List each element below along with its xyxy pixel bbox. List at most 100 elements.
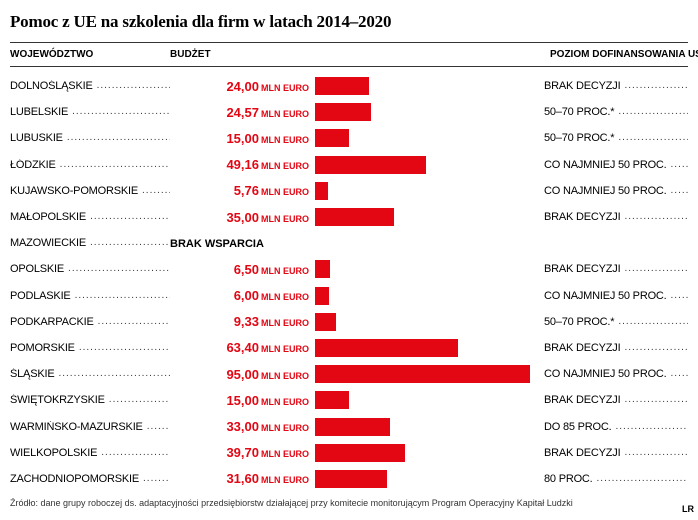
bar-cell (315, 391, 540, 409)
region-name: ZACHODNIOPOMORSKIE (10, 473, 170, 485)
bar-cell (315, 260, 540, 278)
bar-cell (315, 470, 540, 488)
table-header: WOJEWÓDZTWO BUDŻET POZIOM DOFINANSOWANIA… (10, 42, 688, 67)
header-budget: BUDŻET (170, 49, 550, 60)
bar (315, 444, 405, 462)
budget-value: BRAK WSPARCIA (170, 236, 315, 250)
funding-level: CO NAJMNIEJ 50 PROC. (540, 290, 688, 302)
source-text: Źródło: dane grupy roboczej ds. adaptacy… (10, 498, 688, 508)
region-name: MAŁOPOLSKIE (10, 211, 170, 223)
budget-value: 33,00MLN EURO (170, 419, 315, 434)
table-row: OPOLSKIE 6,50MLN EURO BRAK DECYZJI (10, 256, 688, 282)
budget-value: 24,57MLN EURO (170, 105, 315, 120)
bar-cell (315, 287, 540, 305)
table-row: POMORSKIE 63,40MLN EURO BRAK DECYZJI (10, 335, 688, 361)
table-row: ŚWIĘTOKRZYSKIE 15,00MLN EURO BRAK DECYZJI (10, 387, 688, 413)
budget-value: 5,76MLN EURO (170, 183, 315, 198)
region-name: ŚLĄSKIE (10, 368, 170, 380)
bar-cell (315, 129, 540, 147)
bar-cell (315, 313, 540, 331)
funding-level: CO NAJMNIEJ 50 PROC. (540, 185, 688, 197)
region-name: WIELKOPOLSKIE (10, 447, 170, 459)
bar (315, 156, 426, 174)
bar-cell (315, 339, 540, 357)
bar-cell (315, 418, 540, 436)
data-rows-container: DOLNOŚLĄSKIE 24,00MLN EURO BRAK DECYZJI L… (10, 73, 688, 492)
budget-value: 49,16MLN EURO (170, 157, 315, 172)
budget-value: 24,00MLN EURO (170, 79, 315, 94)
bar-cell (315, 365, 540, 383)
region-name: LUBUSKIE (10, 132, 170, 144)
budget-value: 15,00MLN EURO (170, 393, 315, 408)
table-row: LUBELSKIE 24,57MLN EURO 50–70 PROC.* (10, 99, 688, 125)
bar-cell (315, 77, 540, 95)
bar (315, 418, 390, 436)
region-name: LUBELSKIE (10, 106, 170, 118)
region-name: MAZOWIECKIE (10, 237, 170, 249)
bar (315, 77, 369, 95)
funding-level: 80 PROC. (540, 473, 688, 485)
table-row: MAZOWIECKIE BRAK WSPARCIA (10, 230, 688, 256)
funding-level: 50–70 PROC.* (540, 316, 688, 328)
bar (315, 313, 336, 331)
bar (315, 339, 458, 357)
table-row: DOLNOŚLĄSKIE 24,00MLN EURO BRAK DECYZJI (10, 73, 688, 99)
funding-level: BRAK DECYZJI (540, 211, 688, 223)
funding-level: DO 85 PROC. (540, 421, 688, 433)
brand-mark: LR (682, 504, 694, 514)
region-name: OPOLSKIE (10, 263, 170, 275)
bar (315, 470, 387, 488)
bar-cell (315, 182, 540, 200)
region-name: POMORSKIE (10, 342, 170, 354)
budget-value: 39,70MLN EURO (170, 445, 315, 460)
bar (315, 103, 371, 121)
bar (315, 391, 349, 409)
region-name: ŁÓDZKIE (10, 159, 170, 171)
header-funding: POZIOM DOFINANSOWANIA USŁUG (550, 49, 698, 60)
region-name: WARMIŃSKO-MAZURSKIE (10, 421, 170, 433)
bar-cell (315, 103, 540, 121)
funding-level: BRAK DECYZJI (540, 394, 688, 406)
bar-cell (315, 156, 540, 174)
funding-level: BRAK DECYZJI (540, 447, 688, 459)
budget-value: 35,00MLN EURO (170, 210, 315, 225)
funding-level: 50–70 PROC.* (540, 106, 688, 118)
budget-value: 63,40MLN EURO (170, 340, 315, 355)
region-name: DOLNOŚLĄSKIE (10, 80, 170, 92)
table-row: ZACHODNIOPOMORSKIE 31,60MLN EURO 80 PROC. (10, 466, 688, 492)
bar (315, 182, 328, 200)
funding-level: CO NAJMNIEJ 50 PROC. (540, 368, 688, 380)
budget-value: 15,00MLN EURO (170, 131, 315, 146)
funding-level: 50–70 PROC.* (540, 132, 688, 144)
bar (315, 129, 349, 147)
table-row: MAŁOPOLSKIE 35,00MLN EURO BRAK DECYZJI (10, 204, 688, 230)
region-name: ŚWIĘTOKRZYSKIE (10, 394, 170, 406)
table-row: LUBUSKIE 15,00MLN EURO 50–70 PROC.* (10, 125, 688, 151)
budget-value: 95,00MLN EURO (170, 367, 315, 382)
chart-title: Pomoc z UE na szkolenia dla firm w latac… (10, 12, 688, 32)
header-region: WOJEWÓDZTWO (10, 49, 170, 60)
bar (315, 287, 329, 305)
budget-value: 31,60MLN EURO (170, 471, 315, 486)
funding-level: CO NAJMNIEJ 50 PROC. (540, 159, 688, 171)
budget-value: 9,33MLN EURO (170, 314, 315, 329)
funding-level: BRAK DECYZJI (540, 263, 688, 275)
budget-value: 6,50MLN EURO (170, 262, 315, 277)
funding-level: BRAK DECYZJI (540, 80, 688, 92)
bar (315, 260, 330, 278)
funding-level: BRAK DECYZJI (540, 342, 688, 354)
table-row: PODLASKIE 6,00MLN EURO CO NAJMNIEJ 50 PRO… (10, 283, 688, 309)
table-row: PODKARPACKIE 9,33MLN EURO 50–70 PROC.* (10, 309, 688, 335)
bar-cell (315, 444, 540, 462)
table-row: WIELKOPOLSKIE 39,70MLN EURO BRAK DECYZJI (10, 440, 688, 466)
region-name: PODLASKIE (10, 290, 170, 302)
bar-cell (315, 208, 540, 226)
bar (315, 208, 394, 226)
budget-value: 6,00MLN EURO (170, 288, 315, 303)
region-name: PODKARPACKIE (10, 316, 170, 328)
table-row: ŁÓDZKIE 49,16MLN EURO CO NAJMNIEJ 50 PROC… (10, 152, 688, 178)
bar (315, 365, 530, 383)
table-row: KUJAWSKO-POMORSKIE 5,76MLN EURO CO NAJMNI… (10, 178, 688, 204)
table-row: WARMIŃSKO-MAZURSKIE 33,00MLN EURO DO 85 P… (10, 413, 688, 439)
region-name: KUJAWSKO-POMORSKIE (10, 185, 170, 197)
